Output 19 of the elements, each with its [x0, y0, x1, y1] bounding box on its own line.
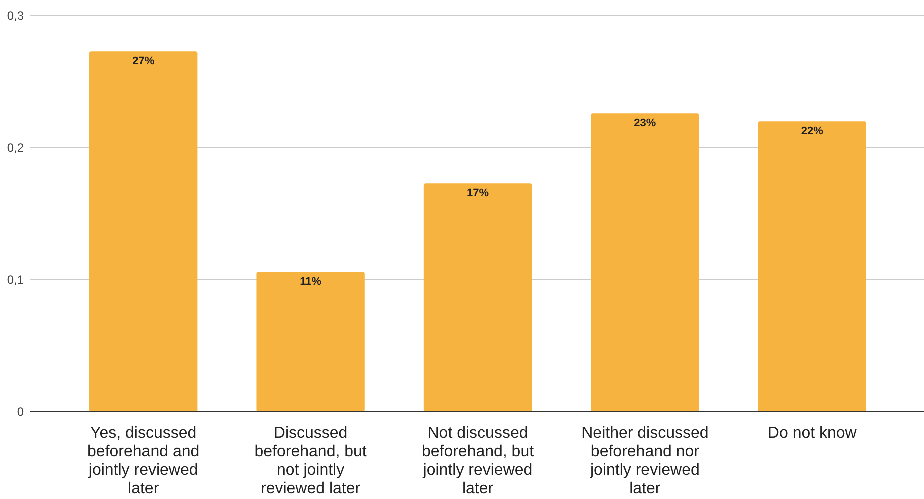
data-label: 11%: [300, 276, 322, 288]
y-tick-label: 0,3: [7, 8, 24, 23]
bar: [256, 272, 365, 412]
data-label: 23%: [634, 118, 656, 130]
bar: [90, 52, 198, 412]
x-tick-label: Do not know: [768, 425, 858, 442]
x-tick-label: Discussed beforehand, but not jointly reviewed later: [254, 425, 368, 498]
y-tick-label: 0: [17, 404, 24, 419]
data-label: 22%: [801, 126, 824, 138]
data-label: 17%: [466, 188, 490, 200]
x-tick-label: Neither discussed beforehand nor jointly reviewed later: [582, 425, 709, 498]
y-tick-label: 0,1: [7, 272, 24, 287]
x-tick-label: Yes, discussed beforehand and jointly reviewed later: [88, 425, 200, 498]
y-tick-label: 0,2: [7, 140, 24, 155]
bar: [424, 184, 532, 412]
x-tick-label: Not discussed beforehand, but jointly reviewed later: [422, 425, 535, 498]
bar: [758, 122, 866, 412]
bar: [591, 114, 700, 412]
data-label: 27%: [132, 56, 155, 68]
